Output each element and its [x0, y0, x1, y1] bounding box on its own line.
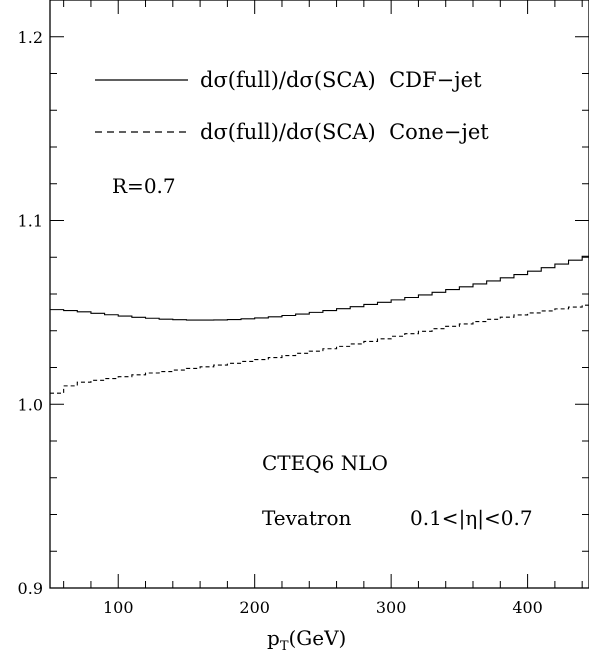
tick-labels: 100 200 300 400 0.9 1.0 1.1 1.2 — [18, 28, 543, 617]
annotation-pdf: CTEQ6 NLO — [262, 451, 388, 475]
legend: dσ(full)/dσ(SCA) CDF−jet dσ(full)/dσ(SCA… — [95, 68, 489, 144]
legend-label-series-1: dσ(full)/dσ(SCA) Cone−jet — [200, 120, 489, 144]
y-tick-label: 1.1 — [18, 212, 43, 231]
y-tick-label: 1.2 — [18, 28, 43, 47]
x-axis-label-p: p — [267, 626, 280, 650]
series-layer — [50, 255, 589, 394]
annotation-r-value: R=0.7 — [112, 174, 176, 198]
x-axis-label-subscript: T — [280, 639, 289, 654]
x-tick-label: 400 — [512, 598, 543, 617]
x-axis-label: pT(GeV) — [267, 626, 346, 654]
series-line-0 — [50, 255, 589, 321]
y-tick-label: 1.0 — [18, 395, 43, 414]
tick-marks — [50, 0, 589, 589]
annotation-eta-range: 0.1<|η|<0.7 — [410, 506, 533, 531]
x-tick-label: 200 — [239, 598, 270, 617]
x-tick-label: 100 — [103, 598, 134, 617]
legend-label-series-0: dσ(full)/dσ(SCA) CDF−jet — [200, 68, 482, 92]
x-tick-label: 300 — [376, 598, 407, 617]
y-tick-label: 0.9 — [18, 579, 43, 598]
annotation-collider: Tevatron — [262, 506, 351, 530]
x-axis-label-unit: (GeV) — [288, 626, 346, 650]
series-line-1 — [50, 304, 589, 394]
